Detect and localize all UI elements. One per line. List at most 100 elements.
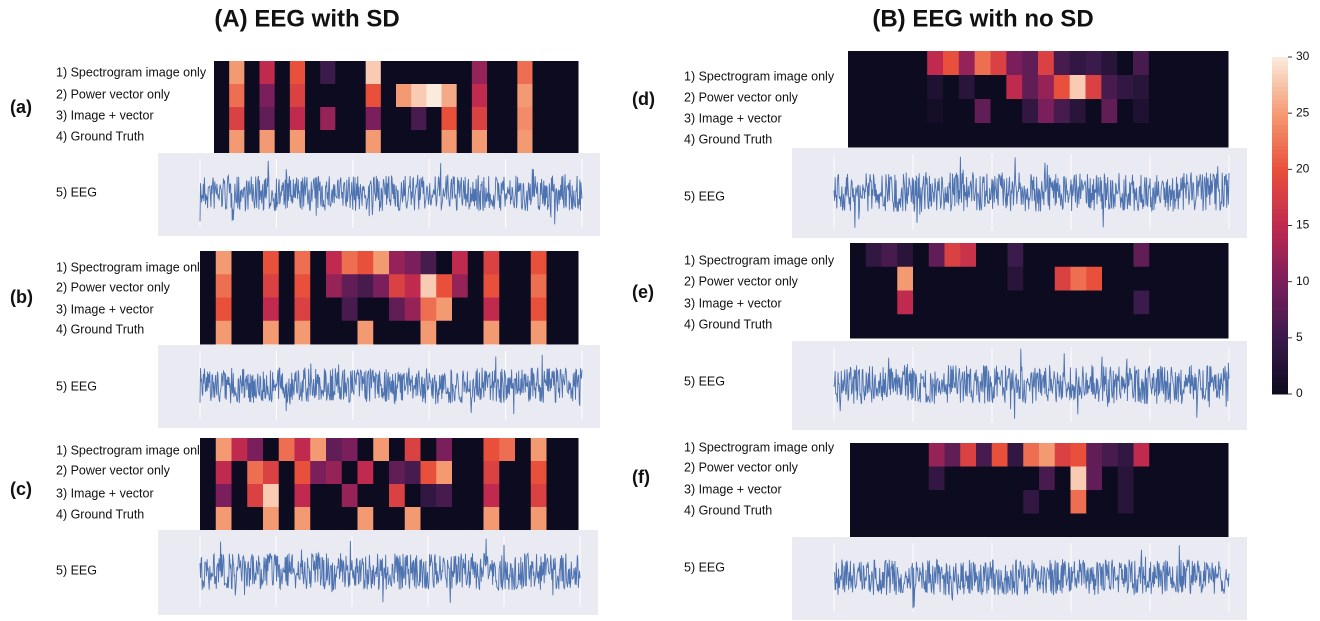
heatmap-cell xyxy=(1149,290,1166,315)
heatmap-cell xyxy=(1165,290,1182,315)
heatmap-cell xyxy=(911,99,928,124)
heatmap-cell xyxy=(1102,490,1119,514)
row-label: 3) Image + vector xyxy=(684,482,782,496)
panel-letter: (f) xyxy=(632,467,650,487)
row-label: 3) Image + vector xyxy=(684,111,782,125)
heatmap-cell xyxy=(1053,123,1071,148)
heatmap-cell xyxy=(396,130,412,154)
colorbar-cell xyxy=(1272,124,1288,130)
eeg-trace xyxy=(833,545,1230,609)
colorbar-cell xyxy=(1272,347,1288,353)
colorbar-cell xyxy=(1272,381,1288,387)
heatmap-cell xyxy=(1196,314,1213,339)
heatmap-cell xyxy=(247,297,264,322)
colorbar-cell xyxy=(1272,217,1288,222)
heatmap-cell xyxy=(326,507,343,531)
heatmap-cell xyxy=(373,438,390,462)
heatmap-cell xyxy=(546,484,563,508)
heatmap-cell xyxy=(483,484,500,508)
colorbar-cell xyxy=(1272,107,1288,113)
heatmap-cell xyxy=(517,107,533,131)
heatmap-cell xyxy=(278,461,295,485)
heatmap-cell xyxy=(365,107,382,131)
heatmap-cell xyxy=(1149,466,1166,491)
heatmap-cell xyxy=(1117,243,1134,268)
heatmap-cell xyxy=(1023,443,1040,467)
row-label: 2) Power vector only xyxy=(56,87,171,101)
heatmap-cell xyxy=(991,314,1008,339)
colorbar-cell xyxy=(1272,351,1288,357)
heatmap-cell xyxy=(215,484,232,508)
heatmap-cell xyxy=(278,484,295,508)
heatmap-cell xyxy=(562,438,579,462)
heatmap-cell xyxy=(1164,51,1181,76)
heatmap-cell xyxy=(911,75,928,100)
heatmap-cell xyxy=(1022,99,1039,124)
heatmap-cell xyxy=(1023,314,1040,339)
heatmap-cell xyxy=(294,461,311,485)
heatmap-cell xyxy=(215,274,232,298)
colorbar-cell xyxy=(1272,145,1288,151)
heatmap-cell xyxy=(380,107,397,131)
heatmap-cell xyxy=(1102,290,1119,315)
heatmap-cell xyxy=(456,84,473,108)
heatmap-cell xyxy=(305,84,321,108)
heatmap-cell xyxy=(1054,443,1071,467)
colorbar-cell xyxy=(1272,297,1288,302)
heatmap-cell xyxy=(1039,290,1056,315)
heatmap-cell xyxy=(502,107,518,131)
heatmap-cell xyxy=(471,107,488,131)
heatmap-cell xyxy=(546,461,563,485)
heatmap-cell xyxy=(502,84,518,108)
heatmap-cell xyxy=(1102,466,1119,491)
heatmap-cell xyxy=(373,461,390,485)
eeg-trace xyxy=(833,156,1230,228)
heatmap-cell xyxy=(911,123,928,148)
heatmap-cell xyxy=(1085,99,1102,124)
colorbar-label: 15 xyxy=(1296,218,1310,232)
colorbar-cell xyxy=(1272,360,1288,366)
heatmap-cell xyxy=(499,297,516,322)
heatmap-cell xyxy=(974,75,991,100)
heatmap-cell xyxy=(259,107,276,131)
colorbar-cell xyxy=(1272,313,1288,319)
heatmap-cell xyxy=(881,466,898,491)
heatmap-cell xyxy=(1070,266,1087,291)
heatmap-cell xyxy=(958,123,976,148)
heatmap-cell xyxy=(562,297,579,322)
heatmap-cell xyxy=(320,84,336,108)
heatmap-cell xyxy=(562,274,579,298)
heatmap-cell xyxy=(341,251,358,275)
heatmap-cell xyxy=(546,507,563,531)
heatmap-cell xyxy=(1039,466,1056,491)
heatmap-cell xyxy=(1086,314,1103,339)
heatmap-cell xyxy=(499,251,516,275)
heatmap-cell xyxy=(546,274,563,298)
heatmap-cell xyxy=(976,513,993,538)
heatmap-cell xyxy=(515,461,532,485)
heatmap-cell xyxy=(974,51,991,76)
colorbar-cell xyxy=(1272,372,1288,378)
colorbar-cell xyxy=(1272,242,1288,248)
heatmap-cell xyxy=(499,484,516,508)
heatmap-cell xyxy=(326,484,343,508)
heatmap-cell xyxy=(960,443,977,467)
heatmap-cell xyxy=(456,107,473,131)
heatmap-cell xyxy=(1086,443,1103,467)
row-label: 2) Power vector only xyxy=(684,274,799,288)
colorbar-cell xyxy=(1272,90,1288,96)
heatmap-cell xyxy=(1117,466,1134,491)
heatmap-cell xyxy=(976,466,993,491)
colorbar-cell xyxy=(1272,57,1288,62)
heatmap-cell xyxy=(411,84,427,108)
heatmap-cell xyxy=(562,130,579,154)
colorbar-cell xyxy=(1272,254,1288,260)
heatmap-cell xyxy=(1070,290,1087,315)
colorbar-cell xyxy=(1272,128,1288,134)
heatmap-cell xyxy=(231,274,248,298)
heatmap-cell xyxy=(1007,290,1024,315)
heatmap-cell xyxy=(1085,51,1102,76)
heatmap-cell xyxy=(1180,513,1197,538)
heatmap-cell xyxy=(913,513,930,538)
colorbar-cell xyxy=(1272,238,1288,243)
